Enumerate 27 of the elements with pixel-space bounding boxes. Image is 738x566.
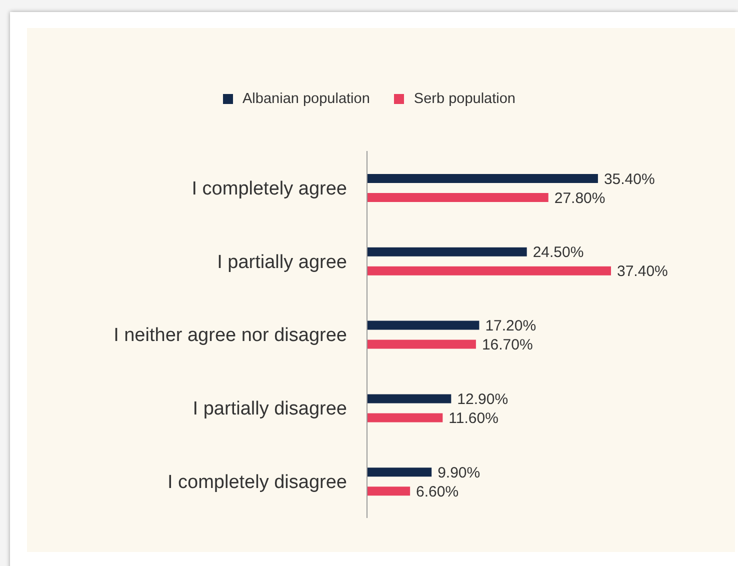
data-label: 27.80% (554, 190, 606, 207)
data-label: 37.40% (617, 263, 668, 280)
bar (367, 193, 548, 202)
data-label: 6.60% (416, 483, 459, 500)
data-label: 24.50% (532, 244, 584, 262)
bar (367, 468, 432, 477)
y-tick-label: I partially agree (217, 252, 347, 273)
data-label: 16.70% (482, 336, 533, 354)
data-label: 12.90% (457, 390, 508, 408)
y-tick-label: I neither agree nor disagree (114, 325, 347, 346)
legend-label: Albanian population (242, 91, 370, 107)
bar (367, 247, 527, 256)
legend-label: Serb population (414, 91, 516, 107)
bar (367, 394, 452, 404)
data-label: 11.60% (448, 410, 498, 427)
y-tick-label: I completely agree (192, 178, 347, 200)
data-label: 17.20% (485, 318, 536, 335)
bar (367, 413, 443, 422)
bar (367, 486, 410, 496)
bar (367, 266, 611, 276)
data-label: 35.40% (604, 170, 655, 188)
y-tick-label: I completely disagree (167, 472, 347, 494)
y-tick-label: I partially disagree (192, 398, 347, 420)
bar (367, 340, 476, 349)
bar (367, 174, 598, 183)
data-label: 9.90% (438, 464, 480, 482)
bar (367, 320, 480, 330)
